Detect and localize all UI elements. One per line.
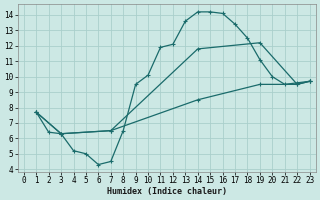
X-axis label: Humidex (Indice chaleur): Humidex (Indice chaleur) bbox=[107, 187, 227, 196]
